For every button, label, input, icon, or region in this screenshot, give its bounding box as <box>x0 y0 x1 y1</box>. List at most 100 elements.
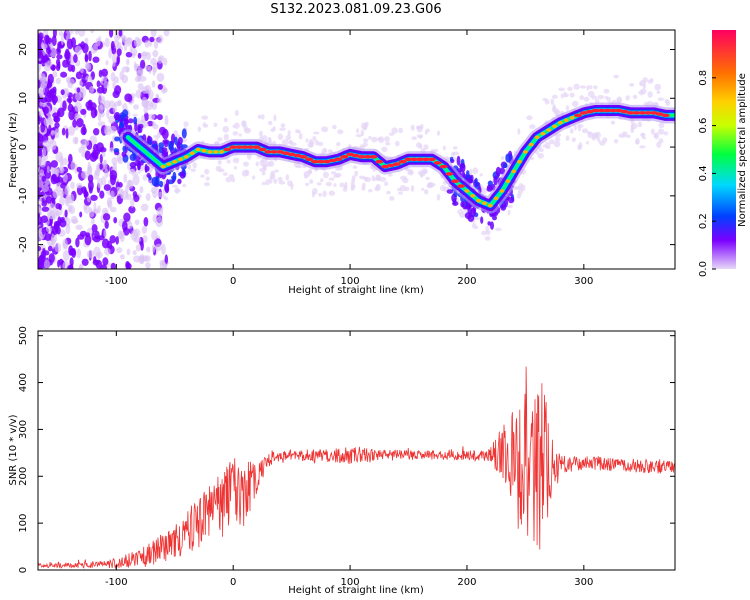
colorbar-label: Normalized spectral amplitude <box>737 73 748 227</box>
haze-blob <box>481 230 487 236</box>
noise-blob <box>103 184 111 191</box>
haze-blob <box>583 96 590 102</box>
noise-blob <box>58 31 64 37</box>
noise-blob <box>112 90 120 99</box>
noise-blob <box>144 84 152 94</box>
haze-blob <box>273 178 278 184</box>
ridge-peak <box>534 135 540 140</box>
noise-blob <box>72 119 77 128</box>
haze-blob <box>658 121 665 129</box>
ridge-peak <box>457 184 466 188</box>
haze-blob <box>553 140 561 148</box>
snr-series-line <box>38 366 675 570</box>
colorbar-tick-label: 0.0 <box>698 261 709 277</box>
haze-blob <box>581 128 589 134</box>
haze-blob <box>334 167 341 171</box>
noise-blob <box>38 124 41 133</box>
colorbar-gradient <box>712 30 736 269</box>
spread-blob <box>486 184 493 190</box>
noise-blob <box>104 247 111 256</box>
haze-blob <box>153 134 158 139</box>
noise-blob <box>91 224 98 233</box>
snr-panel: -100 0 100 200 300 0 100 200 300 400 500 Height o… <box>8 326 676 596</box>
ridge-peak <box>644 111 653 115</box>
noise-blob <box>97 253 101 260</box>
noise-blob <box>157 34 164 44</box>
noise-blob <box>80 126 87 136</box>
noise-blob <box>162 87 168 93</box>
ridge-peak <box>591 108 600 113</box>
noise-blob <box>47 115 52 124</box>
haze-blob <box>352 165 358 169</box>
spread-blob <box>138 123 144 129</box>
haze-blob <box>183 121 189 127</box>
noise-blob <box>71 64 76 73</box>
noise-blob <box>150 30 157 38</box>
spectrogram-data <box>38 30 675 269</box>
haze-blob <box>637 121 643 128</box>
haze-blob <box>424 189 429 195</box>
ridge-peak <box>207 150 213 154</box>
noise-blob <box>103 159 107 167</box>
haze-blob <box>173 130 178 137</box>
noise-blob <box>119 70 125 81</box>
spread-blob <box>120 114 126 120</box>
noise-blob <box>99 99 106 110</box>
haze-blob <box>452 146 458 150</box>
noise-blob <box>41 175 47 182</box>
noise-blob <box>62 238 68 249</box>
ridge-peak <box>178 157 184 162</box>
noise-blob <box>141 51 149 57</box>
noise-blob <box>82 43 89 54</box>
noise-blob <box>76 183 83 189</box>
spread-blob <box>114 136 121 142</box>
haze-blob <box>363 138 369 143</box>
haze-blob <box>318 193 323 197</box>
haze-blob <box>136 117 141 124</box>
haze-blob <box>537 153 544 159</box>
haze-blob <box>665 100 671 106</box>
haze-blob <box>238 133 242 137</box>
noise-blob <box>156 72 165 82</box>
noise-blob <box>51 95 58 104</box>
haze-blob <box>143 122 149 128</box>
haze-blob <box>339 182 345 188</box>
haze-blob <box>162 195 167 199</box>
noise-blob <box>38 215 43 225</box>
noise-blob <box>151 101 157 111</box>
noise-blob <box>151 80 156 88</box>
noise-blob <box>110 190 115 200</box>
noise-blob <box>95 259 102 269</box>
noise-blob <box>84 234 92 246</box>
noise-blob <box>139 254 145 265</box>
noise-blob <box>62 250 70 262</box>
haze-blob <box>174 188 181 193</box>
haze-blob <box>344 181 348 189</box>
snr-x-label: Height of straight line (km) <box>288 585 424 596</box>
haze-blob <box>552 106 556 110</box>
noise-blob <box>126 221 133 230</box>
haze-blob <box>526 115 533 121</box>
noise-blob <box>38 108 44 118</box>
ridge-peak <box>569 116 575 120</box>
noise-blob <box>96 80 101 88</box>
spread-blob <box>121 151 127 158</box>
spread-blob <box>464 205 471 210</box>
noise-blob <box>141 225 148 234</box>
haze-blob <box>416 134 424 138</box>
noise-blob <box>41 190 45 197</box>
noise-blob <box>38 245 42 252</box>
haze-blob <box>544 99 550 105</box>
noise-blob <box>108 115 116 124</box>
haze-blob <box>518 183 524 189</box>
haze-blob <box>625 95 630 101</box>
colorbar-tick-label: 0.6 <box>698 118 709 134</box>
x-tick-label: 200 <box>457 577 476 588</box>
haze-blob <box>606 96 611 103</box>
haze-blob <box>331 171 337 175</box>
haze-blob <box>233 166 237 170</box>
noise-blob <box>74 136 79 145</box>
noise-blob <box>38 79 41 89</box>
haze-blob <box>565 105 570 111</box>
